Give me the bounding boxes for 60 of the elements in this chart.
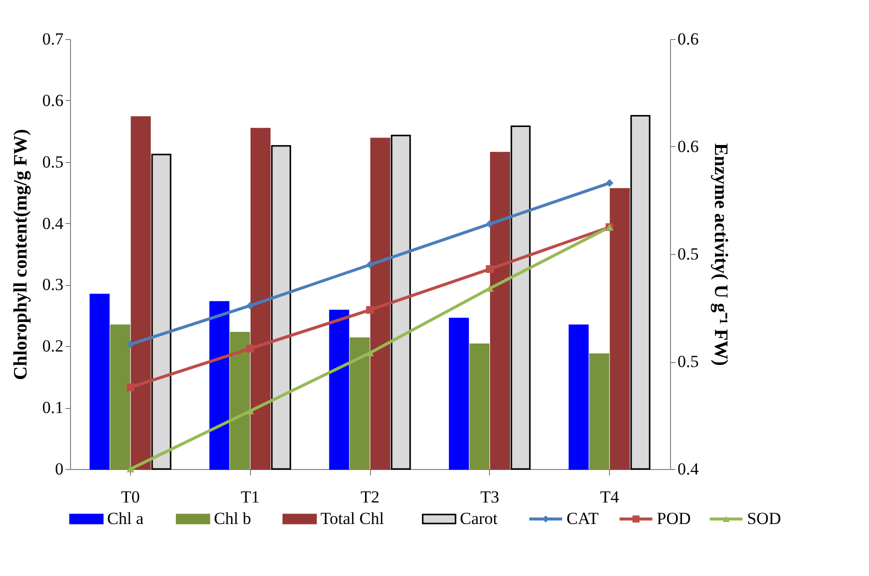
bar [510, 125, 531, 470]
x-tick-label: T4 [600, 488, 620, 506]
point [246, 302, 254, 310]
legend-label: Chl b [214, 509, 252, 528]
y-tick-label: 0.7 [42, 30, 64, 48]
y-axis-title: Chlorophyll content(mg/g FW) [10, 129, 32, 380]
bar [448, 318, 469, 470]
bar [390, 134, 411, 470]
bar [230, 332, 250, 470]
y2-tick-label: 0.5 [678, 352, 699, 371]
point [486, 265, 494, 273]
bar [370, 138, 390, 470]
point [486, 285, 494, 292]
bar [329, 310, 350, 470]
legend-label: Chl a [107, 509, 144, 528]
y-tick-label: 0.2 [42, 336, 64, 356]
y-tick-label: 0.4 [42, 214, 64, 233]
y-tick-label: 0.3 [42, 275, 64, 294]
x-tick-label: T1 [240, 488, 260, 506]
point [366, 260, 374, 269]
legend-label: Total Chl [320, 509, 384, 528]
point [126, 383, 134, 392]
point [126, 466, 134, 472]
point [366, 350, 374, 356]
point [246, 408, 254, 414]
bar [271, 145, 292, 470]
y-tick-label: 0.1 [42, 398, 64, 418]
point [606, 179, 614, 187]
y-tick-label: 0 [55, 460, 64, 478]
y2-tick-label: 0.6 [678, 30, 699, 48]
bar [630, 115, 650, 470]
y-tick-label: 0.5 [42, 152, 64, 172]
legend-label: POD [656, 509, 691, 528]
point [246, 344, 254, 352]
bar [209, 301, 230, 470]
bar [490, 152, 510, 470]
bar [250, 128, 271, 470]
legend-label: CAT [566, 509, 600, 528]
point [126, 340, 134, 348]
bar [469, 344, 490, 470]
x-tick-label: T2 [360, 488, 380, 506]
y2-tick-label: 0.4 [678, 460, 700, 478]
bar [568, 324, 589, 470]
bar [130, 116, 151, 470]
bar [350, 337, 370, 470]
bar [110, 324, 130, 470]
point [486, 220, 494, 228]
y-tick-label: 0.6 [42, 90, 64, 110]
bar [610, 188, 630, 470]
x-tick-label: T3 [480, 488, 500, 506]
legend-label: SOD [746, 509, 781, 528]
y2-tick-label: 0.5 [678, 244, 699, 264]
bar [90, 294, 110, 470]
x-tick-label: T0 [121, 488, 140, 506]
point [366, 306, 374, 314]
bar [151, 154, 172, 470]
y2-tick-label: 0.6 [678, 137, 699, 156]
bar [589, 353, 610, 470]
legend-label: Carot [460, 509, 498, 528]
y2-axis-title: Enzyme activity( U g⁻¹ FW) [710, 143, 731, 366]
